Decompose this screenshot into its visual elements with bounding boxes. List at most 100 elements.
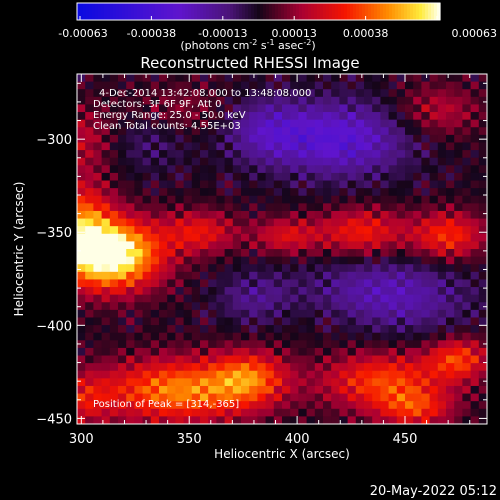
heatmap-cell <box>396 203 406 212</box>
heatmap-cell <box>200 340 209 349</box>
heatmap-cell <box>470 256 480 265</box>
heatmap-cell <box>224 119 234 128</box>
heatmap-cell <box>355 340 365 349</box>
heatmap-cell <box>298 150 308 159</box>
heatmap-cell <box>183 332 193 341</box>
heatmap-cell <box>437 294 447 303</box>
heatmap-cell <box>273 249 283 258</box>
heatmap-cell <box>331 332 340 341</box>
heatmap-cell <box>405 401 414 410</box>
heatmap-cell <box>273 150 283 159</box>
colorbar-segment <box>368 3 372 20</box>
heatmap-cell <box>478 408 488 417</box>
heatmap-cell <box>134 157 144 166</box>
colorbar-segment <box>326 3 330 20</box>
heatmap-cell <box>118 157 127 166</box>
heatmap-cell <box>331 150 340 159</box>
heatmap-cell <box>93 416 103 425</box>
heatmap-cell <box>183 112 193 121</box>
heatmap-cell <box>224 81 234 90</box>
heatmap-cell <box>388 157 398 166</box>
heatmap-cell <box>298 317 308 326</box>
heatmap-cell <box>126 416 135 425</box>
heatmap-cell <box>150 127 160 136</box>
heatmap-cell <box>396 218 406 227</box>
heatmap-cell <box>126 74 135 83</box>
heatmap-cell <box>347 385 357 395</box>
heatmap-cell <box>470 203 480 212</box>
heatmap-cell <box>323 325 332 334</box>
heatmap-cell <box>241 302 250 311</box>
heatmap-cell <box>85 157 94 166</box>
heatmap-cell <box>109 195 119 204</box>
colorbar-segment <box>290 3 294 20</box>
heatmap-cell <box>232 309 242 318</box>
heatmap-cell <box>421 264 431 273</box>
heatmap-cell <box>93 112 103 121</box>
heatmap-cell <box>208 363 217 372</box>
heatmap-cell <box>265 112 275 121</box>
heatmap-cell <box>339 112 349 121</box>
heatmap-cell <box>109 416 119 425</box>
heatmap-cell <box>257 134 267 143</box>
heatmap-cell <box>93 271 103 280</box>
heatmap-cell <box>150 347 160 357</box>
heatmap-cell <box>134 226 144 235</box>
heatmap-cell <box>372 210 381 220</box>
colorbar-segment <box>407 3 411 20</box>
heatmap-cell <box>224 332 234 341</box>
heatmap-cell <box>208 127 217 136</box>
heatmap-cell <box>109 119 119 128</box>
heatmap-cell <box>134 180 144 189</box>
heatmap-cell <box>429 279 439 288</box>
heatmap-cell <box>355 119 365 128</box>
heatmap-cell <box>405 393 414 402</box>
heatmap-cell <box>339 287 349 296</box>
heatmap-cell <box>405 287 414 296</box>
heatmap-cell <box>126 256 135 265</box>
heatmap-cell <box>355 309 365 318</box>
heatmap-cell <box>355 233 365 242</box>
heatmap-cell <box>216 279 226 288</box>
heatmap-cell <box>208 408 217 417</box>
heatmap-cell <box>200 188 209 197</box>
heatmap-cell <box>421 241 431 250</box>
heatmap-cell <box>372 134 381 143</box>
heatmap-cell <box>232 203 242 212</box>
heatmap-cell <box>265 302 275 311</box>
heatmap-cell <box>232 363 242 372</box>
heatmap-cell <box>200 142 209 151</box>
heatmap-cell <box>101 370 111 379</box>
heatmap-cell <box>118 241 127 250</box>
heatmap-cell <box>118 355 127 364</box>
heatmap-cell <box>85 385 94 395</box>
heatmap-cell <box>167 172 176 182</box>
heatmap-cell <box>437 150 447 159</box>
heatmap-cell <box>331 363 340 372</box>
heatmap-cell <box>462 309 472 318</box>
heatmap-cell <box>142 203 152 212</box>
heatmap-cell <box>167 385 176 395</box>
heatmap-cell <box>109 241 119 250</box>
heatmap-cell <box>380 332 390 341</box>
heatmap-cell <box>257 408 267 417</box>
heatmap-cell <box>101 172 111 182</box>
heatmap-cell <box>372 408 381 417</box>
heatmap-cell <box>339 150 349 159</box>
heatmap-cell <box>388 294 398 303</box>
heatmap-cell <box>265 134 275 143</box>
heatmap-cell <box>224 279 234 288</box>
heatmap-cell <box>470 172 480 182</box>
heatmap-cell <box>306 150 316 159</box>
heatmap-cell <box>478 416 488 425</box>
heatmap-cell <box>167 218 176 227</box>
heatmap-cell <box>372 279 381 288</box>
heatmap-cell <box>241 340 250 349</box>
heatmap-cell <box>167 355 176 364</box>
heatmap-cell <box>101 119 111 128</box>
heatmap-cell <box>372 302 381 311</box>
heatmap-cell <box>77 287 86 296</box>
heatmap-cell <box>191 302 201 311</box>
heatmap-cell <box>314 119 324 128</box>
heatmap-cell <box>118 287 127 296</box>
